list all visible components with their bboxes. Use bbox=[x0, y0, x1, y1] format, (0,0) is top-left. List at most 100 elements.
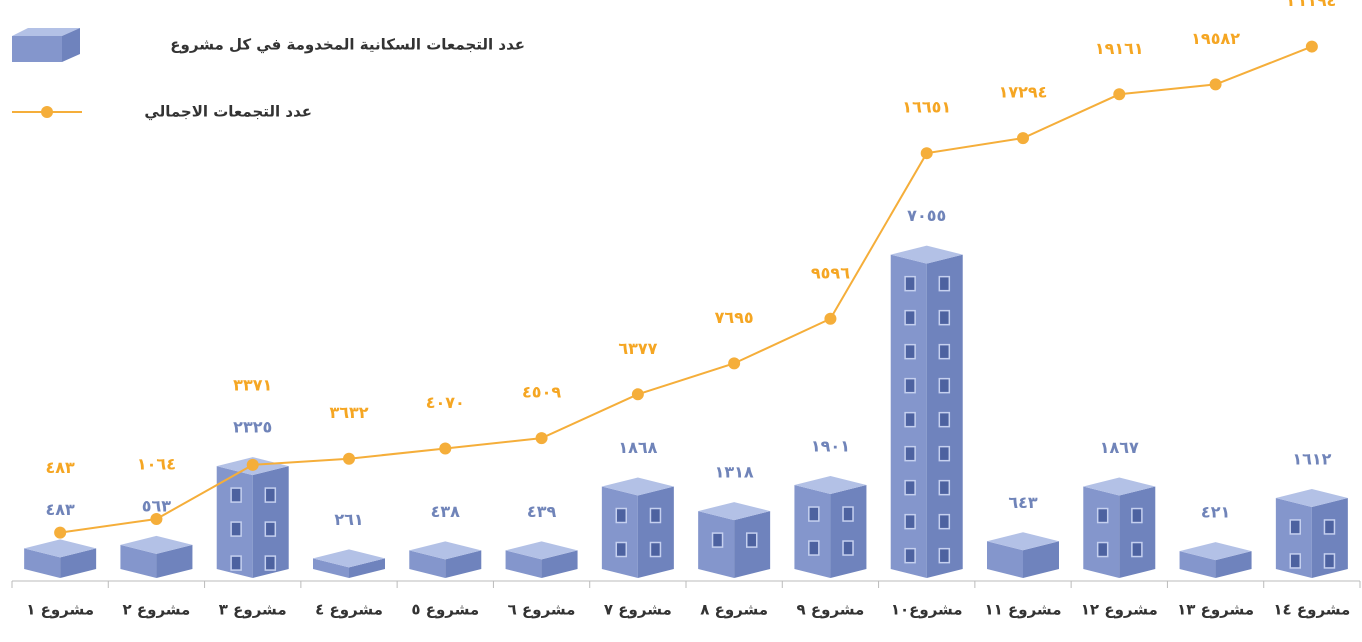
line-label: ٣٣٧١ bbox=[233, 376, 272, 395]
bar-label: ١٩٠١ bbox=[811, 437, 850, 456]
building-top bbox=[409, 541, 482, 560]
bar-label: ١٦١٢ bbox=[1292, 449, 1331, 468]
window bbox=[938, 547, 951, 564]
legend-top bbox=[12, 28, 80, 36]
building-top bbox=[313, 549, 385, 568]
line-label: ٢١١٩٤ bbox=[1287, 0, 1336, 10]
window bbox=[1289, 519, 1302, 535]
window bbox=[938, 513, 951, 530]
window bbox=[745, 532, 758, 548]
building-top bbox=[601, 477, 674, 496]
window bbox=[904, 547, 916, 564]
window bbox=[938, 445, 951, 462]
window bbox=[264, 521, 277, 537]
line-point bbox=[246, 458, 259, 471]
x-tick-label: مشروع ١٣ bbox=[1177, 601, 1254, 619]
line-label: ٤٨٣ bbox=[45, 458, 75, 477]
bar bbox=[24, 539, 97, 578]
legend-marker bbox=[41, 106, 53, 118]
bar-label: ٤٣٨ bbox=[431, 502, 461, 521]
window bbox=[904, 377, 916, 394]
window bbox=[230, 521, 242, 537]
line-point bbox=[535, 432, 548, 445]
building-top bbox=[505, 541, 578, 560]
window bbox=[1323, 553, 1336, 569]
line-label: ٦٣٧٧ bbox=[618, 339, 657, 358]
building-top bbox=[24, 539, 97, 558]
line-label: ١٧٢٩٤ bbox=[999, 83, 1048, 102]
building-left bbox=[1179, 551, 1216, 578]
bar bbox=[601, 477, 674, 578]
building-left bbox=[409, 550, 446, 578]
bar-label: ٢٦١ bbox=[334, 510, 363, 529]
bar bbox=[505, 541, 578, 578]
window bbox=[1131, 541, 1143, 558]
building-left bbox=[1275, 497, 1312, 578]
window bbox=[1096, 507, 1109, 524]
building-left bbox=[24, 548, 61, 578]
line-label: ٧٦٩٥ bbox=[715, 308, 754, 327]
window bbox=[938, 275, 951, 292]
bar-label: ٥٦٣ bbox=[142, 496, 172, 515]
window bbox=[842, 540, 854, 556]
window bbox=[808, 506, 820, 522]
building-top bbox=[890, 245, 963, 264]
x-tick-label: مشروع ١ bbox=[26, 601, 94, 619]
building-left bbox=[120, 544, 157, 578]
x-tick-label: مشروع ١١ bbox=[985, 601, 1062, 619]
bar-label: ٤٢١ bbox=[1201, 503, 1230, 522]
line-point bbox=[1209, 78, 1222, 91]
bar-label: ١٨٦٧ bbox=[1100, 438, 1139, 457]
building-right bbox=[60, 548, 97, 578]
building-left bbox=[1083, 486, 1120, 578]
bar bbox=[890, 245, 963, 578]
window bbox=[904, 275, 916, 292]
x-tick-label: مشروع ٧ bbox=[604, 601, 672, 619]
window bbox=[938, 309, 951, 326]
x-tick-label: مشروع ٥ bbox=[411, 601, 479, 619]
building-right bbox=[1023, 541, 1059, 578]
bar bbox=[313, 549, 385, 578]
window bbox=[904, 411, 916, 428]
building-top bbox=[698, 502, 771, 521]
line-point bbox=[631, 388, 644, 401]
line-label: ١٠٦٤ bbox=[137, 454, 176, 473]
window bbox=[649, 541, 662, 558]
line-point bbox=[1113, 88, 1126, 101]
building-left bbox=[313, 558, 349, 578]
building-right bbox=[1215, 551, 1252, 578]
window bbox=[904, 513, 916, 530]
x-tick-label: مشروع ٨ bbox=[700, 601, 768, 619]
x-tick-label: مشروع ٦ bbox=[508, 601, 576, 619]
building-left bbox=[505, 550, 542, 578]
window bbox=[1323, 519, 1336, 535]
window bbox=[904, 309, 916, 326]
building-top bbox=[987, 532, 1059, 551]
line-label: ١٩٥٨٢ bbox=[1191, 29, 1240, 48]
window bbox=[1096, 541, 1109, 558]
bar-label: ٤٣٩ bbox=[527, 502, 557, 521]
bar-label: ١٨٦٨ bbox=[618, 438, 657, 457]
line-point bbox=[439, 442, 452, 455]
x-tick-label: مشروع١٠ bbox=[891, 601, 963, 619]
window bbox=[615, 541, 628, 558]
window bbox=[938, 377, 951, 394]
bar bbox=[794, 476, 867, 578]
line-point bbox=[824, 312, 837, 325]
legend-side bbox=[62, 28, 80, 62]
line-point bbox=[728, 357, 741, 370]
building-right bbox=[156, 544, 193, 578]
x-tick-label: مشروع ٤ bbox=[315, 601, 383, 619]
bar bbox=[987, 532, 1059, 578]
building-top bbox=[120, 535, 193, 554]
building-left bbox=[601, 486, 638, 578]
x-tick-label: مشروع ١٤ bbox=[1273, 601, 1350, 619]
x-tick-label: مشروع ٣ bbox=[219, 601, 287, 619]
building-right bbox=[637, 486, 674, 578]
bar bbox=[1179, 542, 1252, 578]
building-right bbox=[1119, 486, 1156, 578]
window bbox=[938, 479, 951, 496]
window bbox=[904, 479, 916, 496]
building-left bbox=[794, 485, 831, 578]
window bbox=[264, 555, 277, 571]
